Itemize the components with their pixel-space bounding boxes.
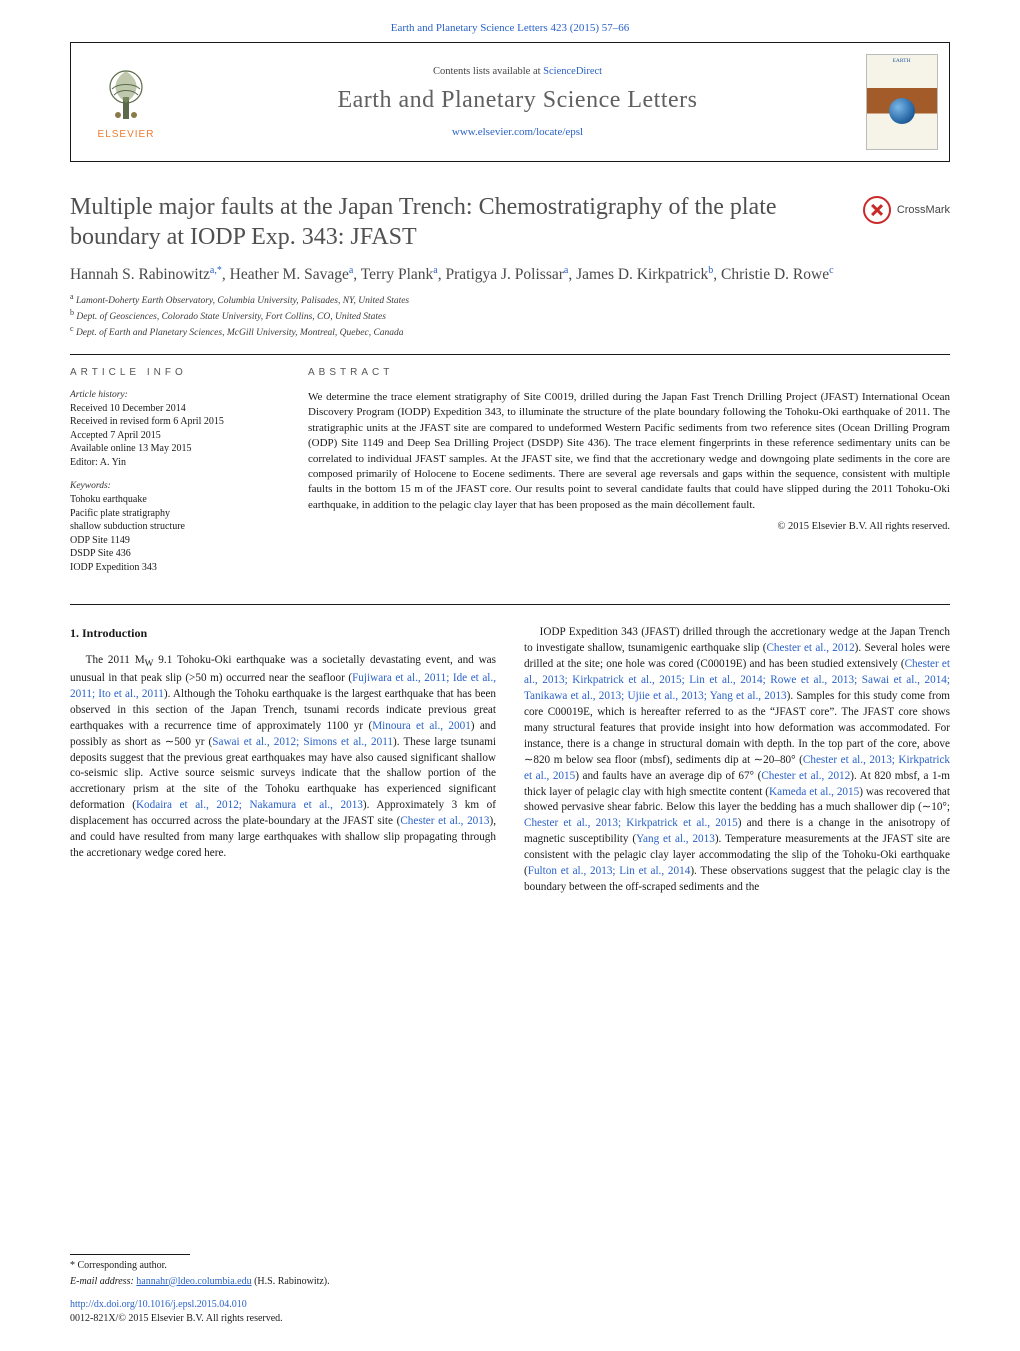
- info-abstract-row: ARTICLE INFO Article history: Received 1…: [70, 367, 950, 587]
- keywords-lines: Tohoku earthquakePacific plate stratigra…: [70, 493, 280, 574]
- keyword-line: Tohoku earthquake: [70, 493, 280, 507]
- contents-available-line: Contents lists available at ScienceDirec…: [433, 66, 602, 77]
- banner-center: Contents lists available at ScienceDirec…: [181, 43, 854, 161]
- article-history: Article history: Received 10 December 20…: [70, 390, 280, 470]
- abstract-heading: ABSTRACT: [308, 367, 950, 378]
- article-info-column: ARTICLE INFO Article history: Received 1…: [70, 367, 280, 587]
- history-line: Available online 13 May 2015: [70, 442, 280, 456]
- abstract-text: We determine the trace element stratigra…: [308, 390, 950, 513]
- history-line: Received 10 December 2014: [70, 402, 280, 416]
- title-block: Multiple major faults at the Japan Trenc…: [70, 192, 950, 252]
- journal-cover-thumb: EARTH: [866, 54, 938, 150]
- history-line: Received in revised form 6 April 2015: [70, 415, 280, 429]
- contents-prefix: Contents lists available at: [433, 66, 543, 77]
- publisher-logo-block: ELSEVIER: [71, 43, 181, 161]
- doi-link[interactable]: http://dx.doi.org/10.1016/j.epsl.2015.04…: [70, 1298, 950, 1312]
- journal-homepage-link[interactable]: www.elsevier.com/locate/epsl: [452, 126, 583, 138]
- body-para-1: The 2011 MW 9.1 Tohoku-Oki earthquake wa…: [70, 653, 496, 862]
- page-footer: * Corresponding author. E-mail address: …: [70, 1254, 950, 1325]
- affiliations: a Lamont-Doherty Earth Observatory, Colu…: [70, 292, 950, 340]
- email-label: E-mail address:: [70, 1276, 134, 1287]
- section-rule-bottom: [70, 604, 950, 605]
- section-rule-top: [70, 354, 950, 355]
- abstract-copyright: © 2015 Elsevier B.V. All rights reserved…: [308, 521, 950, 532]
- journal-title: Earth and Planetary Science Letters: [337, 87, 697, 114]
- elsevier-tree-icon: [96, 65, 156, 125]
- journal-banner: ELSEVIER Contents lists available at Sci…: [70, 42, 950, 162]
- keyword-line: DSDP Site 436: [70, 547, 280, 561]
- corresponding-author-note: * Corresponding author.: [70, 1259, 950, 1273]
- affiliation-line: a Lamont-Doherty Earth Observatory, Colu…: [70, 292, 950, 308]
- cover-globe-icon: [889, 98, 915, 124]
- history-lines: Received 10 December 2014Received in rev…: [70, 402, 280, 470]
- email-attribution: (H.S. Rabinowitz).: [254, 1276, 330, 1287]
- body-para-2: IODP Expedition 343 (JFAST) drilled thro…: [524, 625, 950, 895]
- email-line: E-mail address: hannahr@ldeo.columbia.ed…: [70, 1275, 950, 1289]
- crossmark-badge[interactable]: CrossMark: [863, 196, 950, 224]
- sciencedirect-link[interactable]: ScienceDirect: [543, 66, 602, 77]
- history-line: Accepted 7 April 2015: [70, 429, 280, 443]
- keyword-line: IODP Expedition 343: [70, 561, 280, 575]
- keyword-line: Pacific plate stratigraphy: [70, 507, 280, 521]
- affiliation-line: b Dept. of Geosciences, Colorado State U…: [70, 308, 950, 324]
- crossmark-icon: [863, 196, 891, 224]
- section-1-heading: 1. Introduction: [70, 625, 496, 642]
- publisher-label: ELSEVIER: [98, 129, 155, 140]
- keywords-block: Keywords: Tohoku earthquakePacific plate…: [70, 481, 280, 574]
- cover-label: EARTH: [892, 58, 910, 64]
- corresponding-text: Corresponding author.: [78, 1260, 167, 1271]
- affiliation-line: c Dept. of Earth and Planetary Sciences,…: [70, 324, 950, 340]
- article-info-heading: ARTICLE INFO: [70, 367, 280, 378]
- footnote-rule: [70, 1254, 190, 1255]
- keyword-line: ODP Site 1149: [70, 534, 280, 548]
- history-line: Editor: A. Yin: [70, 456, 280, 470]
- body-columns: 1. Introduction The 2011 MW 9.1 Tohoku-O…: [70, 625, 950, 895]
- author-list: Hannah S. Rabinowitza,*, Heather M. Sava…: [70, 264, 950, 286]
- history-label: Article history:: [70, 390, 280, 400]
- crossmark-label: CrossMark: [897, 204, 950, 216]
- corresponding-email-link[interactable]: hannahr@ldeo.columbia.edu: [136, 1276, 251, 1287]
- keywords-label: Keywords:: [70, 481, 280, 491]
- banner-cover: EARTH: [854, 43, 949, 161]
- running-head-text: Earth and Planetary Science Letters 423 …: [391, 22, 630, 34]
- abstract-column: ABSTRACT We determine the trace element …: [308, 367, 950, 587]
- running-head: Earth and Planetary Science Letters 423 …: [0, 0, 1020, 42]
- article-title: Multiple major faults at the Japan Trenc…: [70, 192, 950, 252]
- issn-copyright: 0012-821X/© 2015 Elsevier B.V. All right…: [70, 1312, 950, 1326]
- corresponding-marker: *: [70, 1260, 75, 1271]
- keyword-line: shallow subduction structure: [70, 520, 280, 534]
